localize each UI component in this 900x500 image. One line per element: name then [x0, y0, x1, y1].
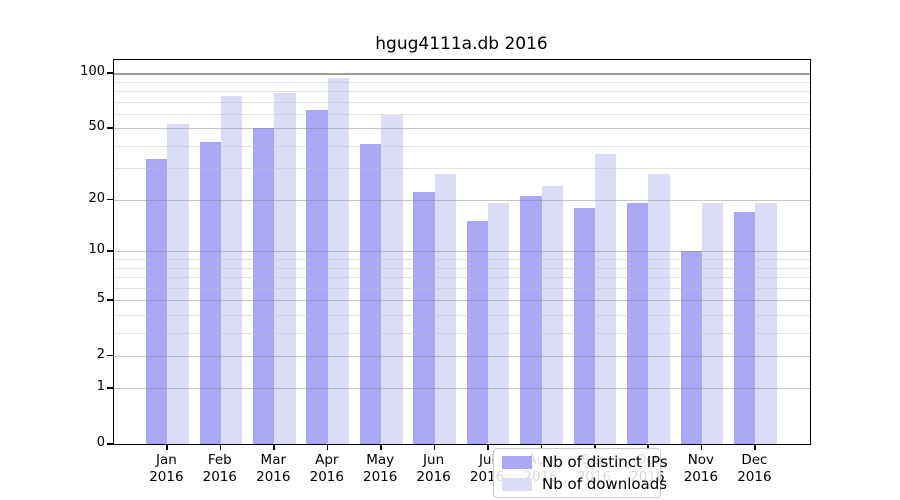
bar-aug-downloads: [541, 185, 563, 444]
bar-dec-downloads: [755, 203, 777, 444]
bar-jun-distinct-ips: [413, 192, 435, 444]
bar-oct-distinct-ips: [627, 203, 649, 444]
x-tick-mark-dec: [754, 445, 756, 450]
y-tick-label-2: 2: [96, 346, 105, 362]
gridline-minor-7: [114, 277, 810, 278]
chart-title: hgug4111a.db 2016: [375, 34, 548, 54]
legend-row-downloads: Nb of downloads: [502, 475, 667, 493]
y-tick-mark-2: [107, 354, 114, 357]
gridline-minor-9: [114, 259, 810, 261]
x-tick-mark-sep: [594, 445, 596, 450]
legend-label-distinct-ips: Nb of distinct IPs: [542, 453, 668, 471]
y-tick-mark-50: [107, 127, 114, 129]
gridline-minor-80: [114, 91, 810, 93]
y-tick-mark-100: [107, 72, 114, 74]
x-tick-mark-jun: [433, 445, 436, 450]
legend-swatch-distinct-ips: [502, 455, 532, 469]
bar-mar-distinct-ips: [252, 128, 275, 444]
bar-feb-distinct-ips: [199, 142, 221, 444]
bar-sep-downloads: [595, 154, 617, 444]
bar-jul-downloads: [488, 203, 510, 444]
bar-jan-downloads: [167, 123, 189, 444]
legend: Nb of distinct IPs Nb of downloads: [493, 448, 668, 498]
x-tick-mark-oct: [647, 445, 649, 450]
gridline-minor-3: [114, 332, 810, 334]
gridline-major-20: [114, 199, 810, 201]
y-tick-label-1: 1: [96, 379, 105, 395]
y-tick-mark-10: [107, 250, 114, 252]
x-tick-mark-apr: [326, 445, 329, 450]
x-tick-label-apr: Apr 2016: [309, 452, 344, 485]
y-tick-label-20: 20: [88, 190, 105, 206]
x-tick-label-may: May 2016: [363, 452, 398, 485]
y-tick-mark-1: [107, 387, 114, 389]
x-tick-label-feb: Feb 2016: [202, 452, 237, 485]
x-tick-label-nov: Nov 2016: [683, 452, 719, 485]
y-tick-label-0: 0: [96, 435, 105, 450]
bar-may-downloads: [381, 115, 403, 444]
gridline-major-10: [114, 251, 810, 253]
y-tick-label-10: 10: [88, 242, 105, 258]
gridline-major-100: [114, 73, 810, 76]
x-tick-mark-feb: [219, 445, 222, 450]
bar-aug-distinct-ips: [520, 195, 542, 444]
gridline-minor-6: [114, 287, 810, 289]
gridline-minor-60: [114, 113, 810, 115]
gridline-minor-8: [114, 267, 810, 269]
x-tick-mark-may: [380, 445, 382, 450]
x-tick-mark-jul: [487, 445, 489, 450]
bar-dec-distinct-ips: [734, 211, 756, 444]
legend-swatch-downloads: [502, 477, 532, 491]
x-tick-mark-jan: [166, 445, 168, 450]
bar-sep-distinct-ips: [573, 207, 595, 444]
legend-row-ips: Nb of distinct IPs: [502, 453, 668, 471]
bar-may-distinct-ips: [359, 143, 382, 444]
bar-oct-downloads: [648, 173, 670, 444]
gridline-minor-70: [114, 101, 810, 103]
x-tick-label-jan: Jan 2016: [149, 452, 184, 485]
bar-mar-downloads: [274, 93, 296, 444]
bar-apr-distinct-ips: [306, 110, 328, 444]
gridline-minor-90: [114, 81, 810, 83]
bar-nov-downloads: [701, 203, 724, 444]
x-tick-label-dec: Dec 2016: [737, 452, 772, 485]
gridline-major-5: [114, 300, 810, 302]
legend-label-downloads: Nb of downloads: [542, 475, 668, 493]
bar-jan-distinct-ips: [146, 158, 168, 444]
x-tick-label-mar: Mar 2016: [256, 452, 291, 485]
x-tick-mark-mar: [273, 445, 275, 450]
gridline-major-2: [114, 355, 810, 357]
bar-jul-distinct-ips: [466, 221, 489, 444]
gridline-minor-30: [114, 168, 810, 170]
y-tick-mark-5: [107, 299, 114, 301]
bar-apr-downloads: [327, 78, 350, 444]
gridline-major-50: [114, 128, 810, 130]
gridline-major-1: [114, 388, 810, 390]
y-tick-mark-20: [107, 198, 114, 200]
x-tick-mark-aug: [540, 445, 543, 450]
y-tick-label-5: 5: [96, 291, 105, 307]
bar-jun-downloads: [434, 173, 456, 444]
bar-feb-downloads: [220, 96, 243, 444]
gridline-minor-4: [114, 314, 810, 316]
x-tick-label-jun: Jun 2016: [416, 452, 451, 485]
y-tick-label-100: 100: [80, 64, 105, 80]
y-tick-mark-0: [107, 443, 114, 445]
y-tick-label-50: 50: [88, 119, 105, 135]
bar-nov-distinct-ips: [680, 251, 702, 444]
gridline-minor-40: [114, 145, 810, 147]
plot-area: Nb of distinct IPs Nb of downloads: [113, 59, 811, 498]
x-tick-mark-nov: [700, 445, 703, 450]
